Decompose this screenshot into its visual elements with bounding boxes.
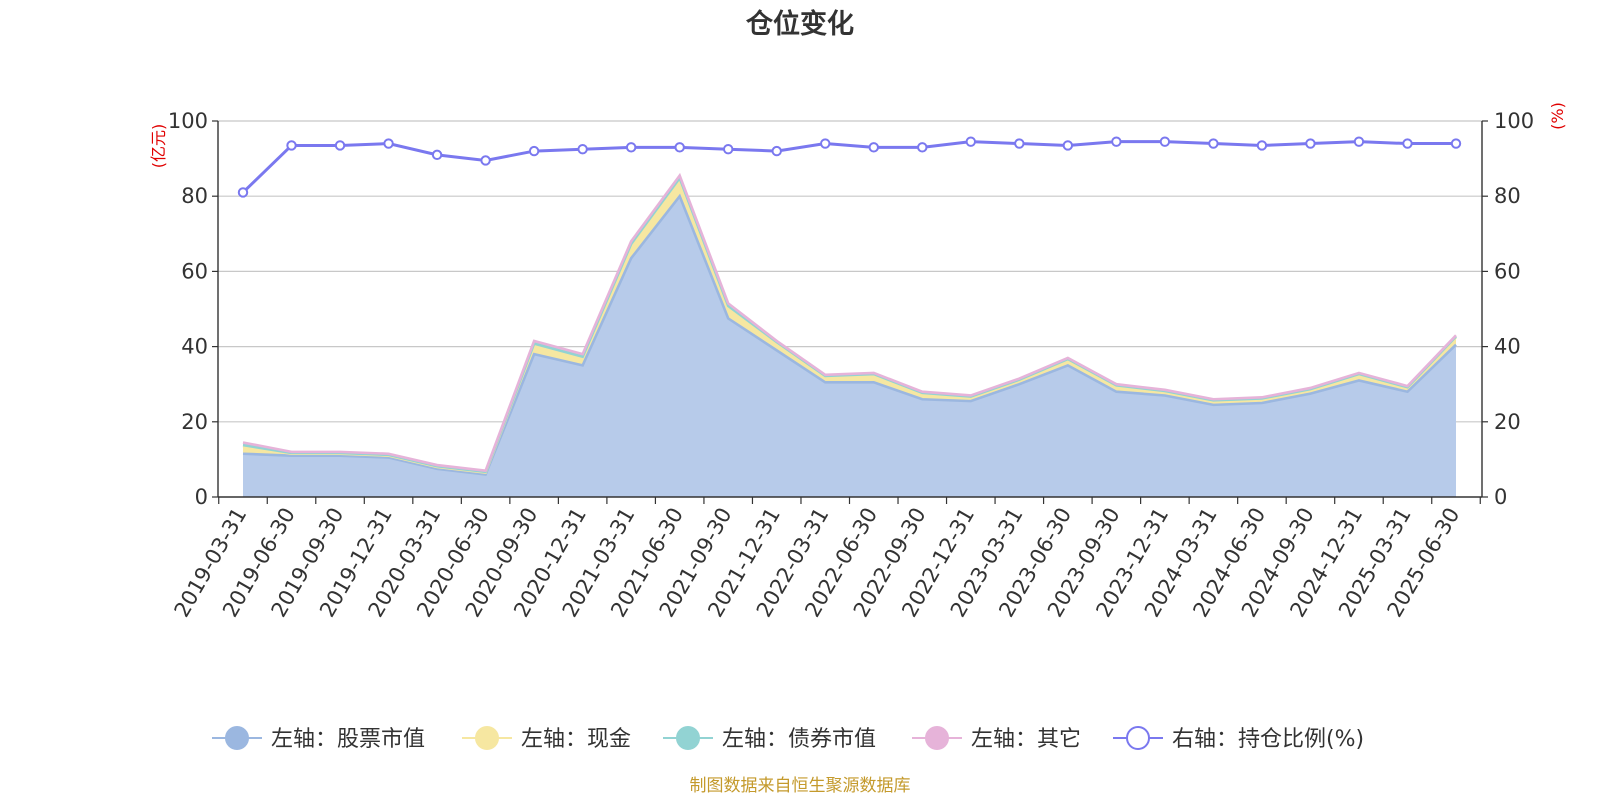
- ratio-point: [1305, 138, 1316, 149]
- area-stock: [243, 196, 1456, 497]
- ratio-point: [868, 142, 879, 153]
- left-y-tick-label: 40: [181, 335, 208, 359]
- axes: 0204060801000204060801002019-03-312019-0…: [168, 109, 1534, 621]
- left-y-tick-label: 0: [195, 485, 208, 509]
- ratio-point: [965, 136, 976, 147]
- legend-label-other: 左轴：其它: [971, 727, 1081, 752]
- ratio-point: [1014, 138, 1025, 149]
- left-axis-unit: (亿元): [149, 124, 168, 169]
- legend: 左轴：股票市值 左轴：现金 左轴：债券市值 左轴：其它 右轴：持仓比例(%): [212, 726, 1364, 752]
- ratio-point: [383, 138, 394, 149]
- right-y-tick-label: 0: [1494, 485, 1507, 509]
- ratio-point: [237, 187, 249, 198]
- left-y-tick-label: 60: [181, 259, 208, 283]
- legend-marker-ratio: [1126, 726, 1150, 750]
- ratio-point: [771, 145, 782, 157]
- legend-label-bond: 左轴：债券市值: [722, 727, 876, 752]
- legend-label-stock: 左轴：股票市值: [271, 727, 425, 752]
- left-y-tick-label: 80: [181, 184, 208, 208]
- right-y-tick-label: 40: [1494, 335, 1521, 359]
- ratio-point: [917, 142, 928, 153]
- ratio-point: [1159, 136, 1171, 147]
- right-y-tick-label: 100: [1494, 109, 1534, 133]
- ratio-point: [625, 142, 637, 153]
- legend-marker-cash: [475, 726, 499, 750]
- ratio-point: [1353, 136, 1365, 147]
- chart-title: 仓位变化: [745, 8, 854, 40]
- ratio-point: [334, 140, 346, 151]
- ratio-point: [1256, 140, 1268, 151]
- ratio-line: [237, 136, 1462, 198]
- left-y-tick-label: 20: [181, 410, 208, 434]
- legend-label-cash: 左轴：现金: [521, 727, 631, 752]
- legend-label-ratio: 右轴：持仓比例(%): [1172, 727, 1364, 752]
- ratio-point: [723, 144, 734, 155]
- ratio-line-path: [241, 140, 1456, 194]
- source-note: 制图数据来自恒生聚源数据库: [690, 776, 911, 796]
- right-y-tick-label: 20: [1494, 410, 1521, 434]
- left-y-tick-label: 100: [168, 109, 208, 133]
- ratio-point: [431, 149, 443, 161]
- ratio-point: [577, 144, 588, 155]
- ratio-point: [1062, 140, 1074, 151]
- ratio-point: [286, 140, 297, 151]
- area-edge-other: [242, 172, 1457, 473]
- ratio-point: [1208, 138, 1219, 149]
- ratio-point: [1450, 138, 1462, 149]
- ratio-point: [528, 145, 540, 157]
- ratio-point: [820, 138, 831, 149]
- ratio-point: [674, 142, 685, 153]
- area-edge-stock: [242, 193, 1457, 476]
- legend-marker-bond: [676, 726, 700, 750]
- ratio-point: [1402, 138, 1413, 149]
- legend-marker-stock: [225, 726, 249, 750]
- right-y-tick-label: 60: [1494, 259, 1521, 283]
- right-y-tick-label: 80: [1494, 184, 1521, 208]
- legend-marker-other: [925, 726, 949, 750]
- right-axis-unit: (%): [1548, 102, 1567, 130]
- ratio-point: [480, 155, 491, 166]
- ratio-point: [1111, 136, 1122, 147]
- stacked-areas: [242, 172, 1457, 497]
